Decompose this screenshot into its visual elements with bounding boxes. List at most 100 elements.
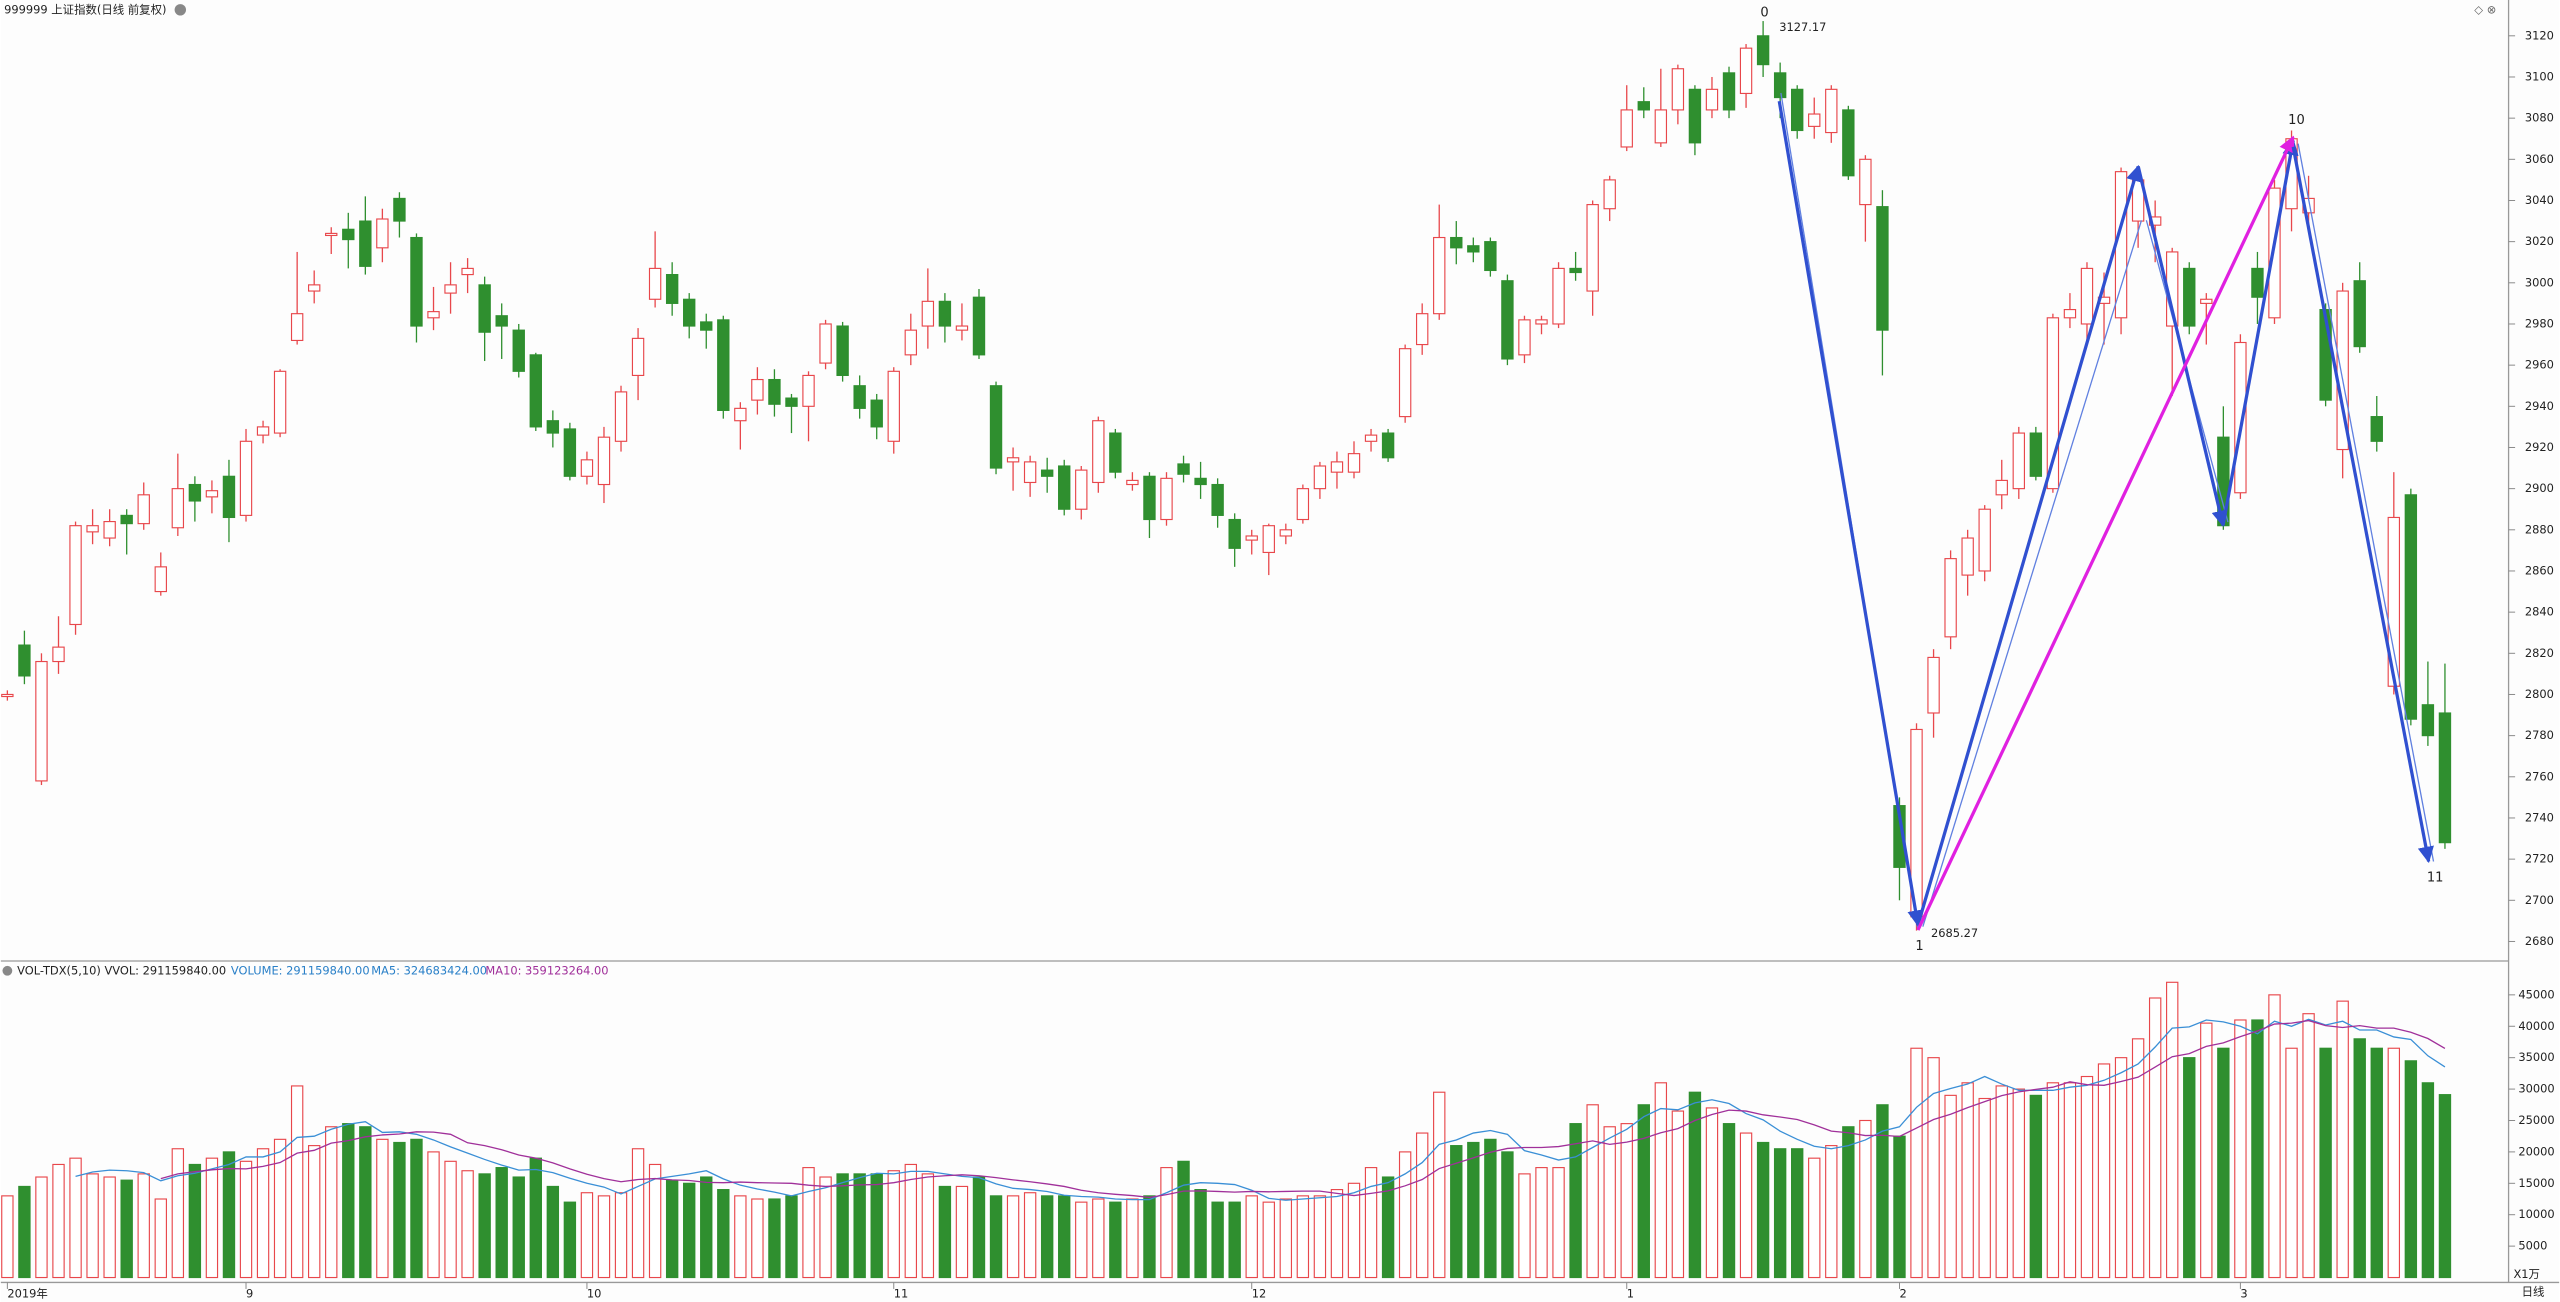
trend-arrow bbox=[2136, 166, 2228, 527]
volume-bar bbox=[2080, 1075, 2094, 1279]
candle-body bbox=[648, 267, 662, 300]
candle-body bbox=[205, 490, 219, 498]
candle-body bbox=[1211, 483, 1224, 516]
candle-body bbox=[1347, 453, 1361, 473]
candle-body bbox=[1, 693, 14, 698]
volume-bar bbox=[2234, 1019, 2247, 1279]
volume-bar bbox=[2404, 1060, 2418, 1279]
period-label: 日线 bbox=[2522, 1285, 2545, 1299]
volume-y-tick-label: 35000 bbox=[2518, 1050, 2554, 1064]
candle-body bbox=[512, 329, 525, 372]
candle-body bbox=[2234, 341, 2247, 494]
candle-body bbox=[1688, 88, 1702, 144]
candle-body bbox=[597, 436, 611, 486]
candle-body bbox=[308, 284, 321, 292]
candle-body bbox=[938, 300, 952, 327]
volume-bar bbox=[1058, 1195, 1071, 1279]
candle-body bbox=[614, 391, 628, 442]
volume-bar bbox=[393, 1141, 406, 1279]
volume-bar bbox=[563, 1201, 577, 1279]
candle-body bbox=[972, 296, 986, 356]
trend-arrow bbox=[1777, 100, 1924, 927]
candle-body bbox=[1040, 469, 1054, 477]
volume-bar bbox=[2421, 1082, 2435, 1279]
volume-icon[interactable] bbox=[2, 965, 13, 976]
volume-bar bbox=[359, 1126, 372, 1279]
volume-bar bbox=[904, 1163, 918, 1279]
candle-body bbox=[751, 378, 764, 401]
settings-icon[interactable] bbox=[174, 4, 187, 16]
volume-bar bbox=[376, 1138, 389, 1279]
volume-bar bbox=[1808, 1157, 1821, 1279]
volume-bar bbox=[512, 1176, 525, 1279]
candle-body bbox=[1501, 280, 1514, 360]
x-tick-label: 3 bbox=[2240, 1286, 2247, 1300]
candle-body bbox=[52, 646, 65, 663]
chart-title: 999999 上证指数(日线 前复权) bbox=[4, 2, 166, 16]
volume-bar bbox=[1893, 1135, 1906, 1279]
volume-bar bbox=[734, 1195, 747, 1279]
volume-bar bbox=[1347, 1182, 1361, 1279]
y-tick-label: 2680 bbox=[2525, 934, 2554, 948]
volume-bar bbox=[972, 1176, 986, 1279]
volume-bar bbox=[1518, 1173, 1531, 1279]
high-price-label: 3127.17 bbox=[1779, 20, 1826, 34]
candle-body bbox=[580, 459, 594, 477]
volume-bar bbox=[86, 1173, 99, 1279]
volume-bar bbox=[955, 1185, 969, 1279]
candle-body bbox=[239, 440, 253, 516]
volume-bar bbox=[580, 1192, 594, 1279]
volume-bar bbox=[1364, 1167, 1378, 1279]
window-buttons[interactable]: ◇ ⊗ bbox=[2474, 2, 2496, 16]
volume-bar bbox=[1484, 1138, 1497, 1279]
volume-bar bbox=[989, 1195, 1003, 1279]
low-price-label: 2685.27 bbox=[1931, 926, 1978, 940]
volume-bar bbox=[1688, 1091, 1702, 1279]
x-tick-label: 10 bbox=[587, 1286, 602, 1300]
candle-body bbox=[444, 284, 457, 294]
volume-bar bbox=[1381, 1176, 1395, 1279]
wave-label: 1 bbox=[1915, 939, 1923, 954]
volume-bar bbox=[18, 1185, 31, 1279]
volume-bar bbox=[648, 1163, 662, 1279]
candle-body bbox=[427, 311, 440, 319]
volume-bar bbox=[1569, 1123, 1582, 1279]
volume-bar bbox=[1075, 1201, 1088, 1279]
candle-body bbox=[18, 644, 31, 677]
volume-bar bbox=[2029, 1094, 2043, 1279]
candle-body bbox=[1075, 469, 1088, 510]
volume-bar bbox=[2183, 1057, 2196, 1279]
candle-body bbox=[1569, 267, 1582, 274]
volume-bar bbox=[683, 1182, 696, 1279]
candle-body bbox=[1381, 432, 1395, 459]
trend-arrow bbox=[2221, 138, 2299, 526]
y-tick-label: 2780 bbox=[2525, 728, 2554, 742]
candle-body bbox=[563, 428, 577, 477]
candle-body bbox=[1415, 313, 1429, 346]
volume-bar bbox=[921, 1173, 935, 1279]
candle-body bbox=[1433, 236, 1446, 315]
candle-body bbox=[120, 514, 133, 525]
volume-bar bbox=[2319, 1047, 2332, 1279]
candle-body bbox=[1552, 267, 1565, 325]
volume-bar bbox=[1211, 1201, 1224, 1279]
volume-bar bbox=[836, 1173, 849, 1279]
volume-bar bbox=[427, 1151, 440, 1279]
volume-y-tick-label: 10000 bbox=[2518, 1207, 2554, 1221]
y-tick-label: 3100 bbox=[2525, 69, 2554, 83]
volume-bar bbox=[1586, 1104, 1599, 1279]
y-tick-label: 2900 bbox=[2525, 481, 2554, 495]
candle-body bbox=[137, 494, 150, 525]
candle-body bbox=[103, 520, 116, 539]
volume-bar bbox=[1313, 1195, 1327, 1279]
y-tick-label: 2980 bbox=[2525, 316, 2554, 330]
volume-bar bbox=[1228, 1201, 1241, 1279]
volume-bar bbox=[2046, 1082, 2060, 1279]
volume-bar bbox=[273, 1138, 287, 1279]
candle-body bbox=[342, 228, 355, 241]
volume-bar bbox=[2131, 1038, 2145, 1279]
trend-arrow bbox=[1916, 164, 2142, 926]
candle-body bbox=[1518, 319, 1531, 356]
candle-body bbox=[631, 337, 645, 377]
